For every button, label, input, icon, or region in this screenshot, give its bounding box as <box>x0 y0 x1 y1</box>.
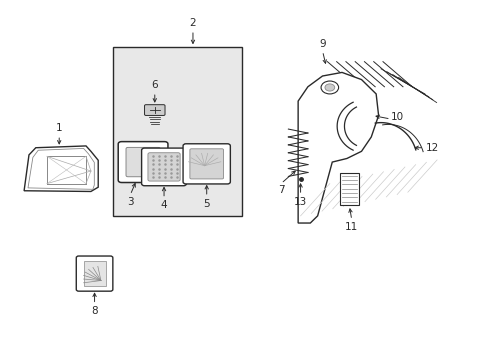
FancyBboxPatch shape <box>183 144 230 184</box>
FancyBboxPatch shape <box>142 148 186 186</box>
Text: 7: 7 <box>277 185 284 195</box>
Text: 8: 8 <box>91 306 98 316</box>
Text: 2: 2 <box>189 18 196 28</box>
Text: 3: 3 <box>126 197 133 207</box>
Polygon shape <box>24 146 98 192</box>
Circle shape <box>321 81 338 94</box>
Text: 4: 4 <box>161 201 167 211</box>
Text: 12: 12 <box>425 143 438 153</box>
FancyBboxPatch shape <box>76 256 113 291</box>
Text: 13: 13 <box>293 197 306 207</box>
FancyBboxPatch shape <box>189 149 223 179</box>
Text: 6: 6 <box>151 80 158 90</box>
Bar <box>83 261 105 286</box>
Text: 1: 1 <box>56 123 62 134</box>
FancyBboxPatch shape <box>126 147 160 177</box>
FancyBboxPatch shape <box>118 141 167 183</box>
Circle shape <box>325 84 334 91</box>
Bar <box>113 47 242 216</box>
FancyBboxPatch shape <box>144 105 164 116</box>
Bar <box>339 173 358 205</box>
Text: 9: 9 <box>319 39 325 49</box>
FancyBboxPatch shape <box>148 153 180 181</box>
Polygon shape <box>298 72 378 223</box>
Text: 11: 11 <box>345 222 358 232</box>
Text: 5: 5 <box>203 199 209 209</box>
Text: 10: 10 <box>390 112 403 122</box>
